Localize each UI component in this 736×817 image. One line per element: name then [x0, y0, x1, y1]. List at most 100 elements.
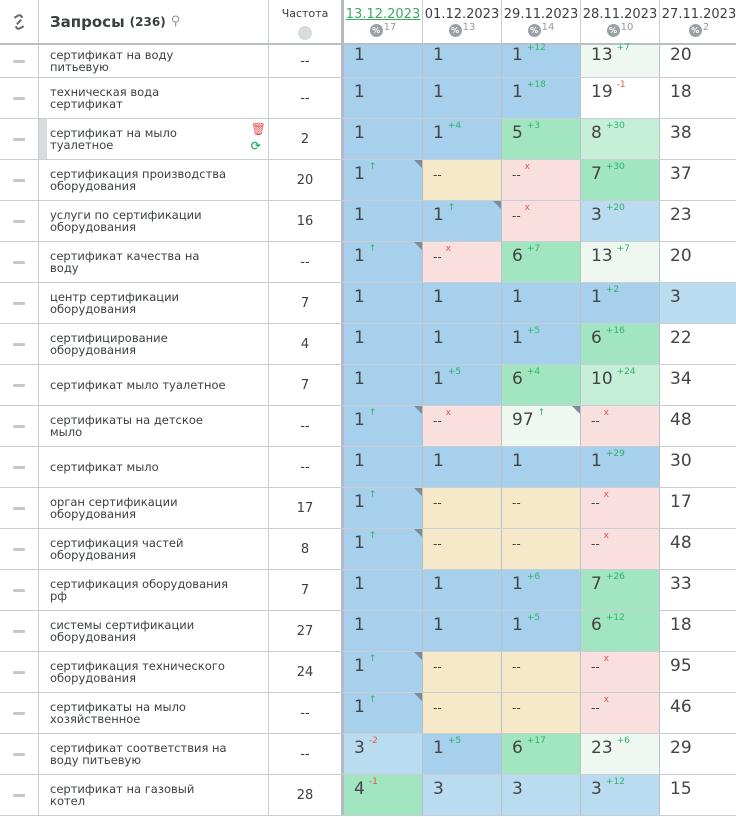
position-cell[interactable]: 1: [423, 447, 502, 487]
position-cell[interactable]: 6 +7: [502, 242, 581, 282]
query-cell[interactable]: сертификат качества на воду: [39, 242, 269, 282]
position-cell[interactable]: 15: [660, 775, 736, 815]
date-column-header[interactable]: 29.11.2023 % 14: [502, 0, 581, 43]
position-cell[interactable]: --: [423, 529, 502, 569]
position-cell[interactable]: --: [502, 652, 581, 692]
query-cell[interactable]: сертификаты на мыло хозяйственное: [39, 693, 269, 733]
position-cell[interactable]: --: [502, 529, 581, 569]
row-toggle[interactable]: [0, 119, 39, 159]
query-cell[interactable]: сертификат на воду питьевую: [39, 45, 269, 77]
position-cell[interactable]: 1: [344, 201, 423, 241]
position-cell[interactable]: 1 ↑: [344, 160, 423, 200]
note-corner-icon[interactable]: [414, 529, 422, 537]
position-cell[interactable]: --x: [423, 406, 502, 446]
row-toggle[interactable]: [0, 242, 39, 282]
position-cell[interactable]: 1: [502, 447, 581, 487]
note-corner-icon[interactable]: [572, 406, 580, 414]
position-cell[interactable]: 33: [660, 570, 736, 610]
globe-icon[interactable]: [298, 26, 312, 40]
position-cell[interactable]: 46: [660, 693, 736, 733]
position-cell[interactable]: 3: [660, 283, 736, 323]
position-cell[interactable]: 1: [344, 447, 423, 487]
position-cell[interactable]: 1 ↑: [344, 406, 423, 446]
row-toggle[interactable]: [0, 160, 39, 200]
query-cell[interactable]: орган сертификации оборудования: [39, 488, 269, 528]
position-cell[interactable]: 1: [344, 365, 423, 405]
position-cell[interactable]: 1: [344, 611, 423, 651]
row-toggle[interactable]: [0, 693, 39, 733]
position-cell[interactable]: 1 +5: [423, 365, 502, 405]
position-cell[interactable]: 48: [660, 529, 736, 569]
position-cell[interactable]: 3: [423, 775, 502, 815]
row-toggle[interactable]: [0, 324, 39, 364]
date-label[interactable]: 13.12.2023: [345, 7, 421, 22]
position-cell[interactable]: 1: [423, 78, 502, 118]
position-cell[interactable]: --x: [502, 160, 581, 200]
position-cell[interactable]: 1: [423, 611, 502, 651]
position-cell[interactable]: 1: [344, 45, 423, 77]
position-cell[interactable]: 95: [660, 652, 736, 692]
column-divider[interactable]: [341, 0, 344, 43]
position-cell[interactable]: 1 ↑: [344, 529, 423, 569]
date-label[interactable]: 29.11.2023: [503, 7, 579, 22]
queries-header[interactable]: Запросы (236) ⚲: [39, 0, 269, 43]
row-toggle[interactable]: [0, 529, 39, 569]
position-cell[interactable]: 29: [660, 734, 736, 774]
position-cell[interactable]: 1: [344, 570, 423, 610]
query-cell[interactable]: сертификат на газовый котел: [39, 775, 269, 815]
query-cell[interactable]: сертификат на мыло туалетное 🗑 ⟳: [39, 119, 269, 159]
row-toggle[interactable]: [0, 283, 39, 323]
query-cell[interactable]: сертификат соответствия на воду питьевую: [39, 734, 269, 774]
position-cell[interactable]: --x: [581, 488, 660, 528]
row-toggle[interactable]: [0, 447, 39, 487]
date-label[interactable]: 28.11.2023: [582, 7, 658, 22]
date-label[interactable]: 01.12.2023: [424, 7, 500, 22]
row-toggle[interactable]: [0, 775, 39, 815]
position-cell[interactable]: --x: [502, 201, 581, 241]
position-cell[interactable]: 13 +7: [581, 43, 660, 77]
row-toggle[interactable]: [0, 201, 39, 241]
position-cell[interactable]: 1 ↑: [344, 652, 423, 692]
row-toggle[interactable]: [0, 734, 39, 774]
position-cell[interactable]: 97 ↑: [502, 406, 581, 446]
position-cell[interactable]: 17: [660, 488, 736, 528]
position-cell[interactable]: 23: [660, 201, 736, 241]
position-cell[interactable]: --x: [581, 529, 660, 569]
position-cell[interactable]: 6 +17: [502, 734, 581, 774]
position-cell[interactable]: 34: [660, 365, 736, 405]
position-cell[interactable]: 1 ↑: [344, 693, 423, 733]
date-column-header[interactable]: 27.11.2023 % 2: [660, 0, 736, 43]
query-cell[interactable]: системы сертификации оборудования: [39, 611, 269, 651]
note-corner-icon[interactable]: [414, 406, 422, 414]
position-cell[interactable]: --: [423, 693, 502, 733]
position-cell[interactable]: --x: [581, 406, 660, 446]
position-cell[interactable]: 1 ↑: [344, 242, 423, 282]
query-cell[interactable]: сертификация технического оборудования: [39, 652, 269, 692]
position-cell[interactable]: --: [423, 488, 502, 528]
query-cell[interactable]: техническая вода сертификат: [39, 78, 269, 118]
note-corner-icon[interactable]: [414, 693, 422, 701]
position-cell[interactable]: 18: [660, 611, 736, 651]
note-corner-icon[interactable]: [414, 242, 422, 250]
position-cell[interactable]: 1 ↑: [344, 488, 423, 528]
position-cell[interactable]: 1 +18: [502, 78, 581, 118]
position-cell[interactable]: 30: [660, 447, 736, 487]
position-cell[interactable]: 23 +6: [581, 734, 660, 774]
query-cell[interactable]: сертифицирование оборудования: [39, 324, 269, 364]
row-toggle[interactable]: [0, 78, 39, 118]
query-cell[interactable]: услуги по сертификации оборудования: [39, 201, 269, 241]
position-cell[interactable]: --x: [581, 652, 660, 692]
position-cell[interactable]: 6 +4: [502, 365, 581, 405]
frequency-header[interactable]: Частота: [269, 0, 341, 43]
position-cell[interactable]: 3: [502, 775, 581, 815]
position-cell[interactable]: 1: [502, 283, 581, 323]
position-cell[interactable]: 18: [660, 78, 736, 118]
position-cell[interactable]: 20: [660, 242, 736, 282]
row-toggle[interactable]: [0, 611, 39, 651]
position-cell[interactable]: --: [502, 488, 581, 528]
row-toggle[interactable]: [0, 365, 39, 405]
position-cell[interactable]: 1: [423, 283, 502, 323]
position-cell[interactable]: --: [423, 652, 502, 692]
trash-icon[interactable]: 🗑: [250, 122, 266, 136]
position-cell[interactable]: 1 +5: [502, 324, 581, 364]
